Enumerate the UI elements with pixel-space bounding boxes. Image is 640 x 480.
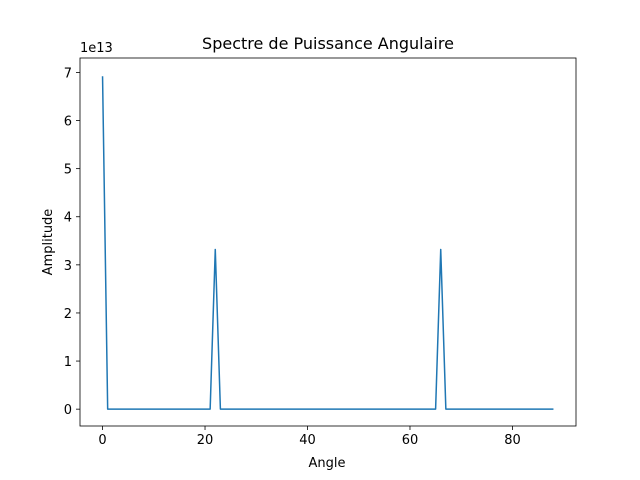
y-tick-label: 7 bbox=[64, 66, 72, 81]
series-line-0 bbox=[101, 76, 554, 410]
y-tick-label: 5 bbox=[64, 163, 72, 178]
y-axis-label: Amplitude bbox=[41, 209, 56, 276]
y-tick-label: 3 bbox=[64, 259, 72, 274]
y-tick-label: 1 bbox=[64, 355, 72, 370]
axes-frame bbox=[79, 57, 577, 427]
y-offset-text: 1e13 bbox=[80, 41, 113, 56]
y-tick-label: 6 bbox=[64, 115, 72, 130]
x-tick-label: 0 bbox=[98, 433, 106, 448]
y-tick-label: 4 bbox=[64, 211, 72, 226]
chart-title: Spectre de Puissance Angulaire bbox=[202, 34, 454, 53]
x-axis-label: Angle bbox=[309, 456, 346, 471]
y-tick-label: 2 bbox=[64, 307, 72, 322]
x-tick-label: 40 bbox=[299, 433, 316, 448]
x-tick-label: 80 bbox=[504, 433, 521, 448]
plot-area: 0 20 40 60 80 0 1 2 3 4 5 6 7 bbox=[64, 57, 577, 448]
y-tick-label: 0 bbox=[64, 403, 72, 418]
x-tick-label: 20 bbox=[197, 433, 214, 448]
x-tick-label: 60 bbox=[402, 433, 419, 448]
